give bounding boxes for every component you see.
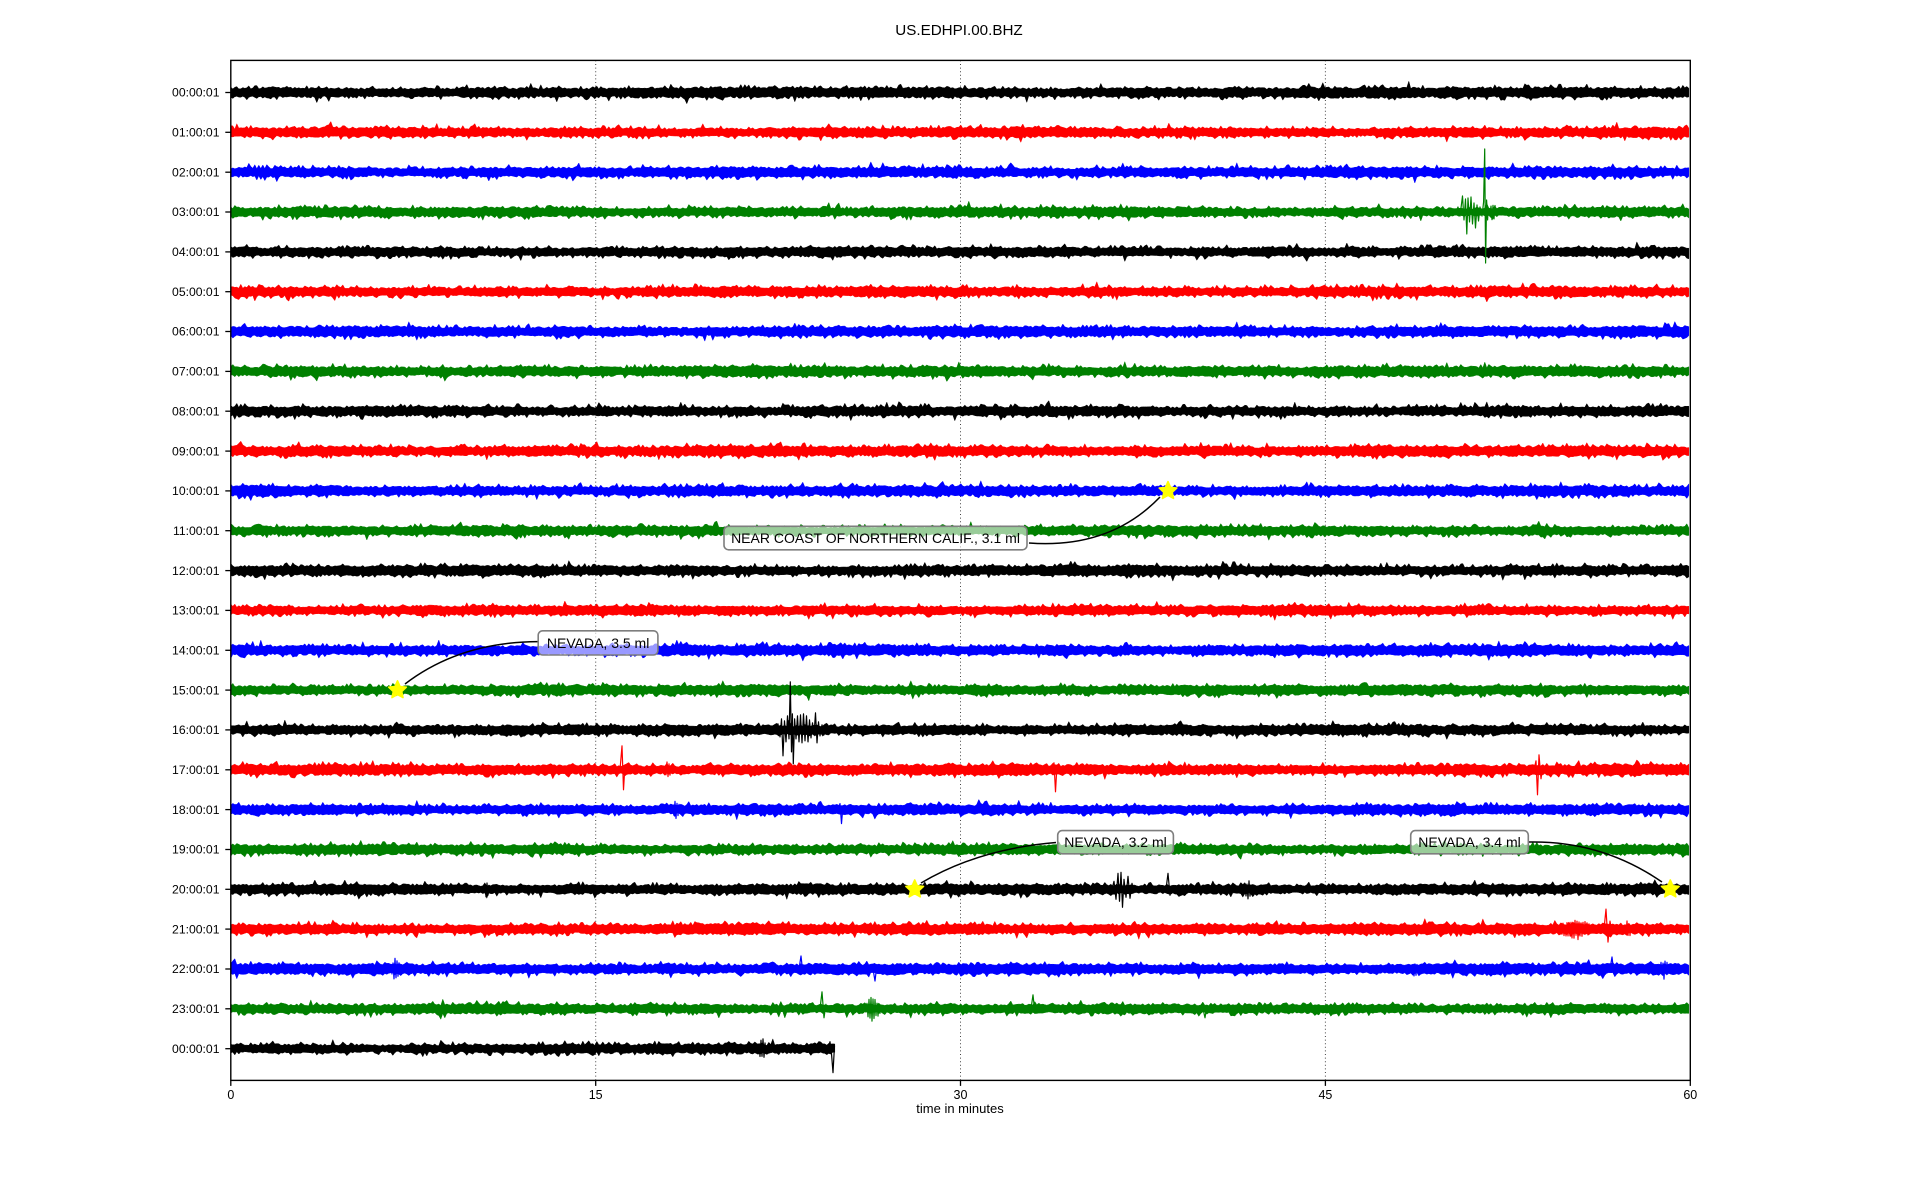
svg-text:09:00:01: 09:00:01 [172, 444, 220, 458]
svg-text:NEVADA, 3.2 ml: NEVADA, 3.2 ml [1064, 834, 1166, 850]
svg-text:22:00:01: 22:00:01 [172, 962, 220, 976]
svg-text:08:00:01: 08:00:01 [172, 404, 220, 418]
svg-text:15:00:01: 15:00:01 [172, 683, 220, 697]
svg-text:19:00:01: 19:00:01 [172, 843, 220, 857]
svg-text:13:00:01: 13:00:01 [172, 604, 220, 618]
svg-text:time in minutes: time in minutes [916, 1101, 1004, 1116]
svg-text:21:00:01: 21:00:01 [172, 922, 220, 936]
svg-text:05:00:01: 05:00:01 [172, 285, 220, 299]
svg-text:45: 45 [1318, 1088, 1332, 1102]
svg-text:0: 0 [227, 1088, 234, 1102]
svg-text:NEVADA, 3.4 ml: NEVADA, 3.4 ml [1418, 834, 1520, 850]
svg-text:US.EDHPI.00.BHZ: US.EDHPI.00.BHZ [895, 22, 1022, 39]
svg-text:06:00:01: 06:00:01 [172, 325, 220, 339]
svg-text:23:00:01: 23:00:01 [172, 1002, 220, 1016]
svg-text:20:00:01: 20:00:01 [172, 883, 220, 897]
svg-text:04:00:01: 04:00:01 [172, 245, 220, 259]
svg-text:01:00:01: 01:00:01 [172, 126, 220, 140]
svg-text:14:00:01: 14:00:01 [172, 644, 220, 658]
svg-text:15: 15 [589, 1088, 603, 1102]
svg-text:12:00:01: 12:00:01 [172, 564, 220, 578]
svg-text:18:00:01: 18:00:01 [172, 803, 220, 817]
svg-text:02:00:01: 02:00:01 [172, 165, 220, 179]
svg-text:16:00:01: 16:00:01 [172, 723, 220, 737]
svg-text:10:00:01: 10:00:01 [172, 484, 220, 498]
svg-text:03:00:01: 03:00:01 [172, 205, 220, 219]
svg-text:11:00:01: 11:00:01 [173, 524, 220, 538]
svg-text:00:00:01: 00:00:01 [172, 86, 220, 100]
svg-text:00:00:01: 00:00:01 [172, 1042, 220, 1056]
svg-text:30: 30 [954, 1088, 968, 1102]
svg-text:NEVADA, 3.5 ml: NEVADA, 3.5 ml [547, 635, 649, 651]
svg-text:17:00:01: 17:00:01 [172, 763, 220, 777]
svg-text:60: 60 [1683, 1088, 1697, 1102]
svg-text:07:00:01: 07:00:01 [172, 365, 220, 379]
svg-text:NEAR COAST OF NORTHERN CALIF.,: NEAR COAST OF NORTHERN CALIF., 3.1 ml [731, 530, 1020, 546]
